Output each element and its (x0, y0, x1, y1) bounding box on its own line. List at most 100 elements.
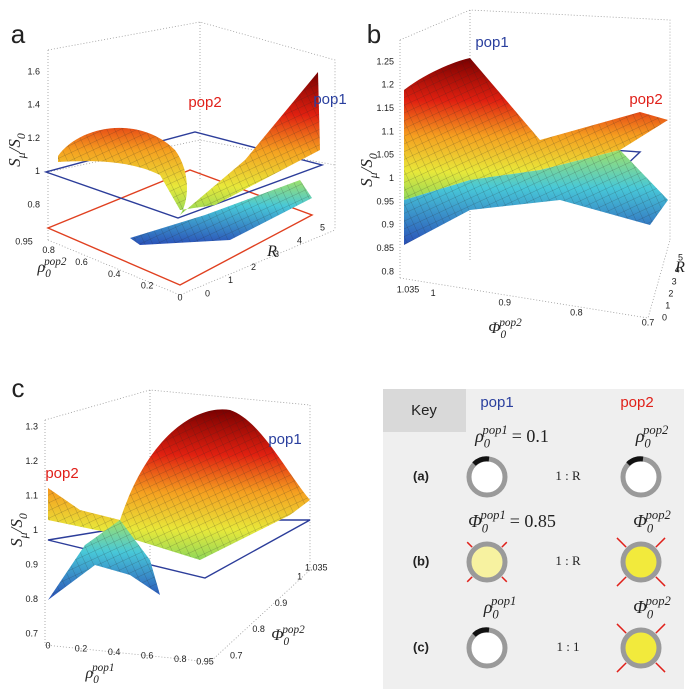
tick-label: 0.9 (25, 559, 38, 569)
left-param-sup: pop1 (480, 508, 506, 522)
x-axis-label-base: Φ (488, 320, 500, 337)
tick-label: 0 (662, 312, 667, 322)
y-axis-label-sup: pop2 (281, 624, 305, 636)
left-param-base: Φ (468, 511, 482, 531)
tick-label: 0.8 (381, 266, 394, 276)
force-arrow (616, 623, 627, 634)
force-arrow (501, 541, 508, 548)
z-axis-label-sub2: 0 (16, 513, 30, 519)
force-arrow (655, 576, 666, 587)
z-axis-label-base: S (5, 158, 24, 167)
tick-label: 1.1 (381, 126, 394, 136)
tick-label: 2 (668, 288, 673, 298)
y-axis-label-sub: 0 (283, 636, 289, 648)
tick-label: 1 (297, 572, 302, 582)
left-param-sub: 0 (492, 607, 499, 621)
z-axis-label-sub: μ (16, 532, 30, 539)
row-label: (b) (413, 553, 430, 568)
left-param-base: ρ (483, 597, 493, 617)
z-axis-label-mid: /S (357, 159, 376, 174)
tick-label: 4 (297, 236, 302, 246)
pop1-label: pop1 (313, 91, 346, 108)
tick-label: 1 (665, 300, 670, 310)
right-param-base: Φ (633, 511, 647, 531)
left-param: ρ0pop1 (483, 594, 517, 622)
tick-label: 0.7 (642, 317, 655, 327)
tick-label: 1.2 (381, 80, 394, 90)
tick-label: 1 (35, 166, 40, 176)
force-arrow (616, 537, 627, 548)
row-label: (c) (413, 639, 429, 654)
tick-label: 5 (678, 252, 683, 262)
right-param: Φ0pop2 (633, 594, 671, 622)
cell-ring (620, 627, 662, 669)
panel-b-plot (399, 9, 671, 319)
x-axis-label-sup: pop1 (91, 662, 114, 674)
tick-label: 0.8 (42, 245, 55, 255)
tick-label: 3 (274, 249, 279, 259)
z-axis-label-sub2: 0 (366, 153, 380, 159)
z-axis-label-base: S (357, 178, 376, 187)
force-arrow (466, 541, 473, 548)
key-col-pop2: pop2 (620, 394, 653, 411)
tick-label: 1.2 (27, 133, 40, 143)
z-axis-label-sub2: 0 (14, 133, 28, 139)
panel-letter: c (12, 373, 25, 403)
force-arrow (466, 576, 473, 583)
tick-label: 1.15 (376, 103, 394, 113)
tick-label: 0 (45, 640, 50, 650)
tick-label: 1.1 (25, 490, 38, 500)
tick-label: 0.8 (25, 594, 38, 604)
z-axis-label-mid: /S (7, 519, 26, 534)
x-axis-label: ρ0pop1 (85, 662, 115, 686)
panel-c-plot (44, 389, 311, 663)
left-param-sup: pop1 (490, 594, 516, 608)
tick-label: 5 (320, 222, 325, 232)
ratio-label: 1 : R (555, 553, 581, 568)
ratio-label: 1 : R (555, 468, 581, 483)
tick-label: 3 (672, 276, 677, 286)
cell-arc (626, 456, 644, 466)
y-axis-label-base: Φ (271, 627, 283, 644)
panel-letter: a (11, 19, 26, 49)
tick-label: 0.7 (230, 650, 243, 660)
tick-label: 0 (205, 288, 210, 298)
tick-label: 1.4 (27, 100, 40, 110)
z-axis-label-mid: /S (5, 139, 24, 154)
tick-label: 0.8 (252, 624, 265, 634)
left-param-sub: 0 (484, 436, 491, 450)
force-arrow (655, 662, 666, 673)
tick-label: 0.8 (27, 199, 40, 209)
tick-label: 1.2 (25, 456, 38, 466)
y-axis-label: R (266, 243, 277, 260)
cell-ring (466, 541, 508, 583)
y-axis-label: Φ0pop2 (271, 624, 305, 648)
x-axis-label-sub: 0 (45, 268, 51, 280)
force-arrow (616, 662, 627, 673)
right-param-sup: pop2 (642, 423, 669, 437)
left-param-rest: = 0.1 (512, 426, 549, 446)
tick-label: 0.95 (196, 656, 214, 666)
force-arrow (501, 576, 508, 583)
cell-arc (472, 627, 490, 637)
tick-label: 1 (33, 525, 38, 535)
z-axis-label: Sμ/S0 (5, 133, 28, 167)
tick-label: 1 (431, 288, 436, 298)
x-axis-label-sup: pop2 (43, 256, 67, 268)
left-param-rest: = 0.85 (510, 511, 556, 531)
tick-label: 1.035 (305, 562, 328, 572)
pop1-label: pop1 (475, 34, 508, 51)
cell-ring (620, 541, 662, 583)
key-col-pop1: pop1 (480, 394, 513, 411)
tick-label: 0.4 (108, 647, 121, 657)
x-axis-label-base: ρ (85, 665, 94, 682)
force-arrow (655, 623, 666, 634)
tick-label: 0.7 (25, 628, 38, 638)
tick-label: 1.6 (27, 66, 40, 76)
x-axis-label-base: ρ (37, 259, 46, 276)
key-title: Key (411, 402, 437, 419)
tick-label: 1.05 (376, 150, 394, 160)
panel-letter: b (367, 19, 381, 49)
left-param-sub: 0 (482, 521, 489, 535)
z-axis-label-sub: μ (366, 172, 380, 179)
